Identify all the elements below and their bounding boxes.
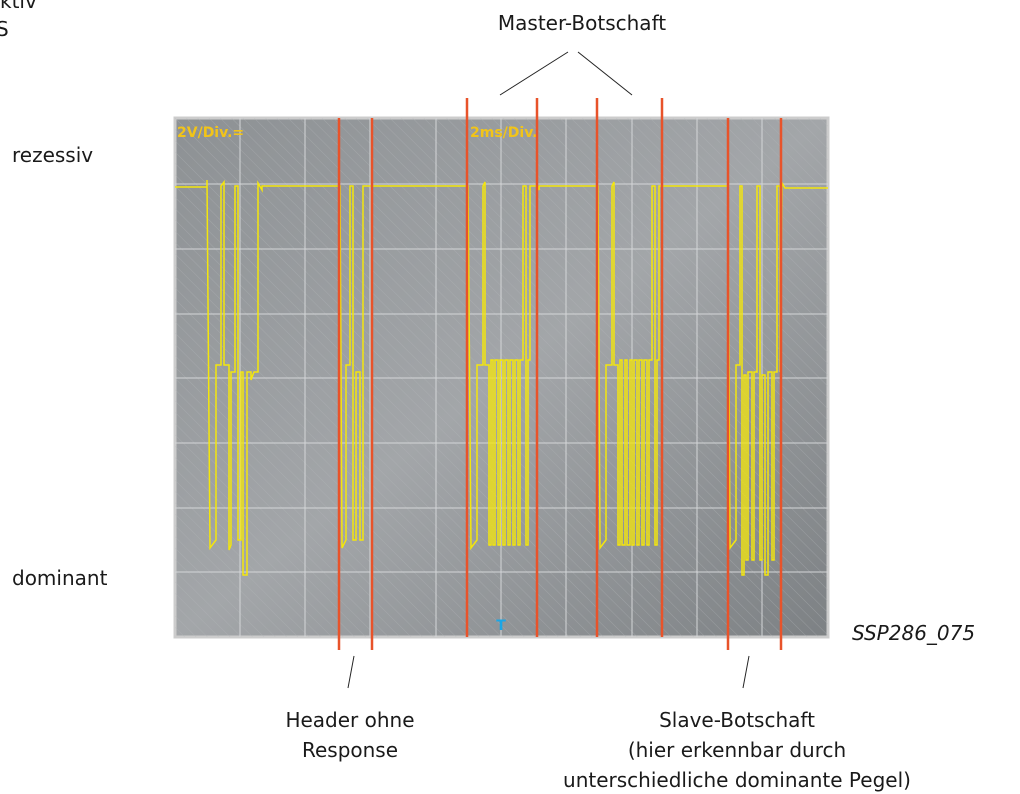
time-per-div: 2ms/Div. [470,125,538,141]
volts-per-div: 2V/Div.= [177,125,244,141]
figure: ktiv S Master-Botschaft rezessiv dominan… [0,0,1020,794]
scope-screen: 2V/Div.= 2ms/Div. T [175,118,828,637]
slave-label: Slave-Botschaft [659,708,815,732]
trigger-marker: T [496,618,506,634]
corner-text: ktiv [0,0,37,13]
header-label: Header ohne [285,708,414,732]
pointer [500,52,568,95]
master-label: Master-Botschaft [498,11,666,35]
figure-id: SSP286_075 [852,621,975,645]
header-label: Response [302,738,398,762]
pointer [348,656,354,688]
recessive-label: rezessiv [12,143,93,167]
pointer [743,656,749,688]
pointer [578,52,632,95]
corner-text: S [0,17,9,41]
dominant-label: dominant [12,566,108,590]
slave-label: unterschiedliche dominante Pegel) [563,768,911,792]
slave-label: (hier erkennbar durch [628,738,846,762]
